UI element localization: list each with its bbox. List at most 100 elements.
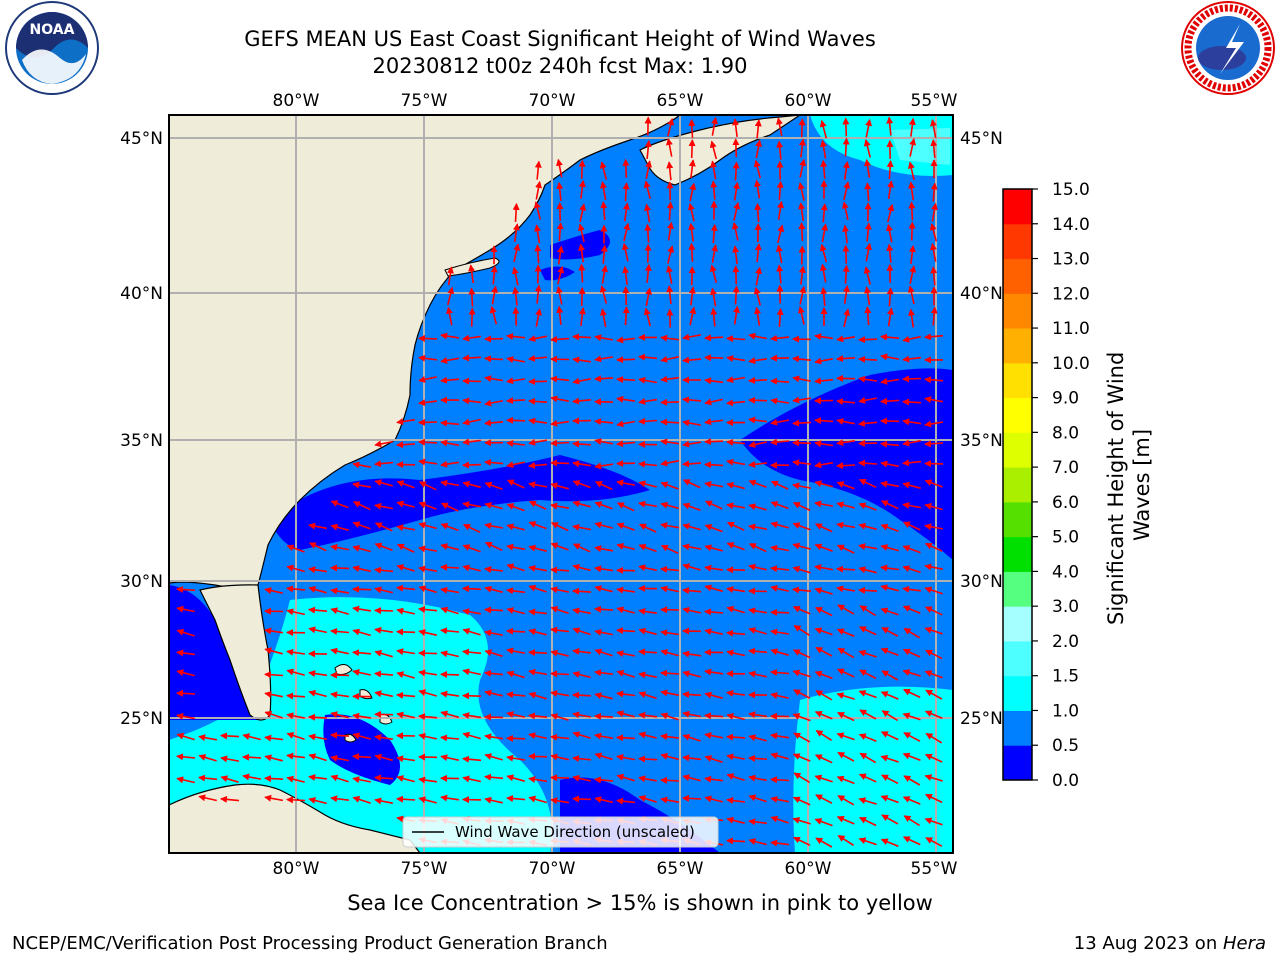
wind-wave-arrow <box>638 608 658 615</box>
colorbar-ticks: 0.0 0.5 1.0 1.5 2.0 3.0 4.0 5.0 6.0 7.0 8.0 9.0 10.0… <box>1032 180 1090 791</box>
wind-wave-arrow <box>330 754 349 762</box>
wind-wave-arrow <box>374 774 394 782</box>
wind-wave-arrow <box>440 650 459 658</box>
wind-wave-arrow <box>836 585 856 593</box>
wind-wave-arrow <box>286 668 305 676</box>
wind-wave-arrow <box>864 286 871 306</box>
wind-wave-arrow <box>440 754 459 762</box>
wind-wave-arrow <box>814 587 833 595</box>
wind-wave-arrow <box>484 399 504 407</box>
wind-wave-arrow <box>858 816 877 827</box>
wind-wave-arrow <box>462 523 481 534</box>
wind-wave-arrow <box>814 711 833 720</box>
wind-wave-arrow <box>770 438 790 446</box>
wind-wave-arrow <box>925 837 943 847</box>
wind-wave-arrow <box>770 648 789 656</box>
wind-wave-arrow <box>902 459 922 467</box>
wind-wave-arrow <box>550 733 570 741</box>
wind-wave-arrow <box>792 649 811 659</box>
lon-label: 70°W <box>529 859 576 879</box>
wind-wave-arrow <box>880 377 900 385</box>
wind-wave-arrow <box>286 692 306 700</box>
wind-wave-arrow <box>198 774 218 782</box>
wind-wave-arrow <box>528 691 547 700</box>
wind-wave-arrow <box>638 460 658 468</box>
wind-wave-arrow <box>330 587 350 595</box>
wind-wave-arrow <box>880 500 899 510</box>
wind-wave-arrow <box>858 837 877 846</box>
wind-wave-arrow <box>374 626 394 634</box>
wind-wave-arrow <box>462 564 481 572</box>
wind-wave-arrow <box>440 376 460 384</box>
wind-wave-arrow <box>726 521 745 531</box>
wind-wave-arrow <box>880 544 899 552</box>
wind-wave-arrow <box>176 689 196 697</box>
wind-wave-arrow <box>286 732 305 740</box>
wind-wave-arrow <box>704 775 723 783</box>
colorbar-tick-label: 4.0 <box>1052 562 1079 582</box>
wind-wave-arrow <box>506 523 525 531</box>
wind-wave-arrow <box>859 669 877 680</box>
wind-wave-arrow <box>638 648 658 656</box>
wind-wave-arrow <box>777 200 784 220</box>
lat-labels-right: 45°N 40°N 35°N 30°N 25°N <box>960 129 1003 729</box>
wind-wave-arrows <box>176 116 944 848</box>
wind-wave-arrow <box>704 732 723 739</box>
wind-wave-arrow <box>682 563 701 571</box>
wind-wave-arrow <box>418 689 437 697</box>
colorbar-segment <box>1003 536 1032 572</box>
wind-wave-arrow <box>550 586 569 594</box>
wind-wave-arrow <box>550 542 569 551</box>
wind-wave-arrow <box>902 375 922 383</box>
wind-wave-arrow <box>792 817 811 825</box>
wind-wave-arrow <box>572 774 591 782</box>
wind-wave-arrow <box>528 668 548 676</box>
wind-wave-arrow <box>820 286 828 306</box>
wind-wave-arrow <box>572 543 591 553</box>
wind-wave-arrow <box>528 752 548 760</box>
wind-wave-arrow <box>798 118 806 138</box>
wind-wave-arrow <box>886 160 894 180</box>
wind-wave-arrow <box>770 692 789 699</box>
wind-wave-arrow <box>528 584 547 593</box>
wind-wave-arrow <box>622 182 630 202</box>
wind-wave-arrow <box>682 733 701 742</box>
wind-wave-arrow <box>726 773 745 782</box>
wind-wave-arrow <box>440 460 460 468</box>
wind-wave-arrow <box>535 180 542 200</box>
wind-wave-arrow <box>792 836 811 847</box>
wind-wave-arrow <box>704 608 724 616</box>
wind-wave-arrow <box>886 287 894 307</box>
wind-wave-arrow <box>352 521 371 530</box>
wind-wave-arrow <box>704 628 723 636</box>
wind-wave-arrow <box>330 607 349 615</box>
map-border <box>168 114 954 854</box>
wind-wave-arrow <box>930 242 937 262</box>
wind-wave-arrow <box>528 544 547 552</box>
wind-wave-arrow <box>726 438 746 446</box>
wind-wave-arrow <box>491 285 498 305</box>
wind-wave-arrow <box>770 815 789 824</box>
wind-wave-arrow <box>666 138 673 157</box>
lat-label: 30°N <box>960 572 1003 592</box>
wind-wave-arrow <box>858 543 878 551</box>
wind-wave-arrow <box>374 690 393 698</box>
wind-wave-arrow <box>798 265 806 285</box>
wind-wave-arrow <box>837 647 855 659</box>
wind-wave-arrow <box>352 753 372 761</box>
wind-wave-arrow <box>616 650 635 658</box>
wind-wave-arrow <box>710 307 718 327</box>
wind-wave-arrow <box>506 607 525 615</box>
wind-wave-arrow <box>594 776 614 784</box>
wind-wave-arrow <box>528 500 547 510</box>
wind-wave-arrow <box>660 522 680 530</box>
wind-wave-arrow <box>308 689 327 698</box>
wind-wave-arrow <box>550 649 569 657</box>
wind-wave-arrow <box>550 566 570 574</box>
wind-wave-arrow <box>858 355 878 363</box>
wind-wave-arrow <box>198 734 218 742</box>
wind-wave-arrow <box>821 223 828 243</box>
wind-wave-arrow <box>528 649 548 657</box>
wind-wave-arrow <box>572 711 592 719</box>
wind-wave-arrow <box>819 119 828 139</box>
